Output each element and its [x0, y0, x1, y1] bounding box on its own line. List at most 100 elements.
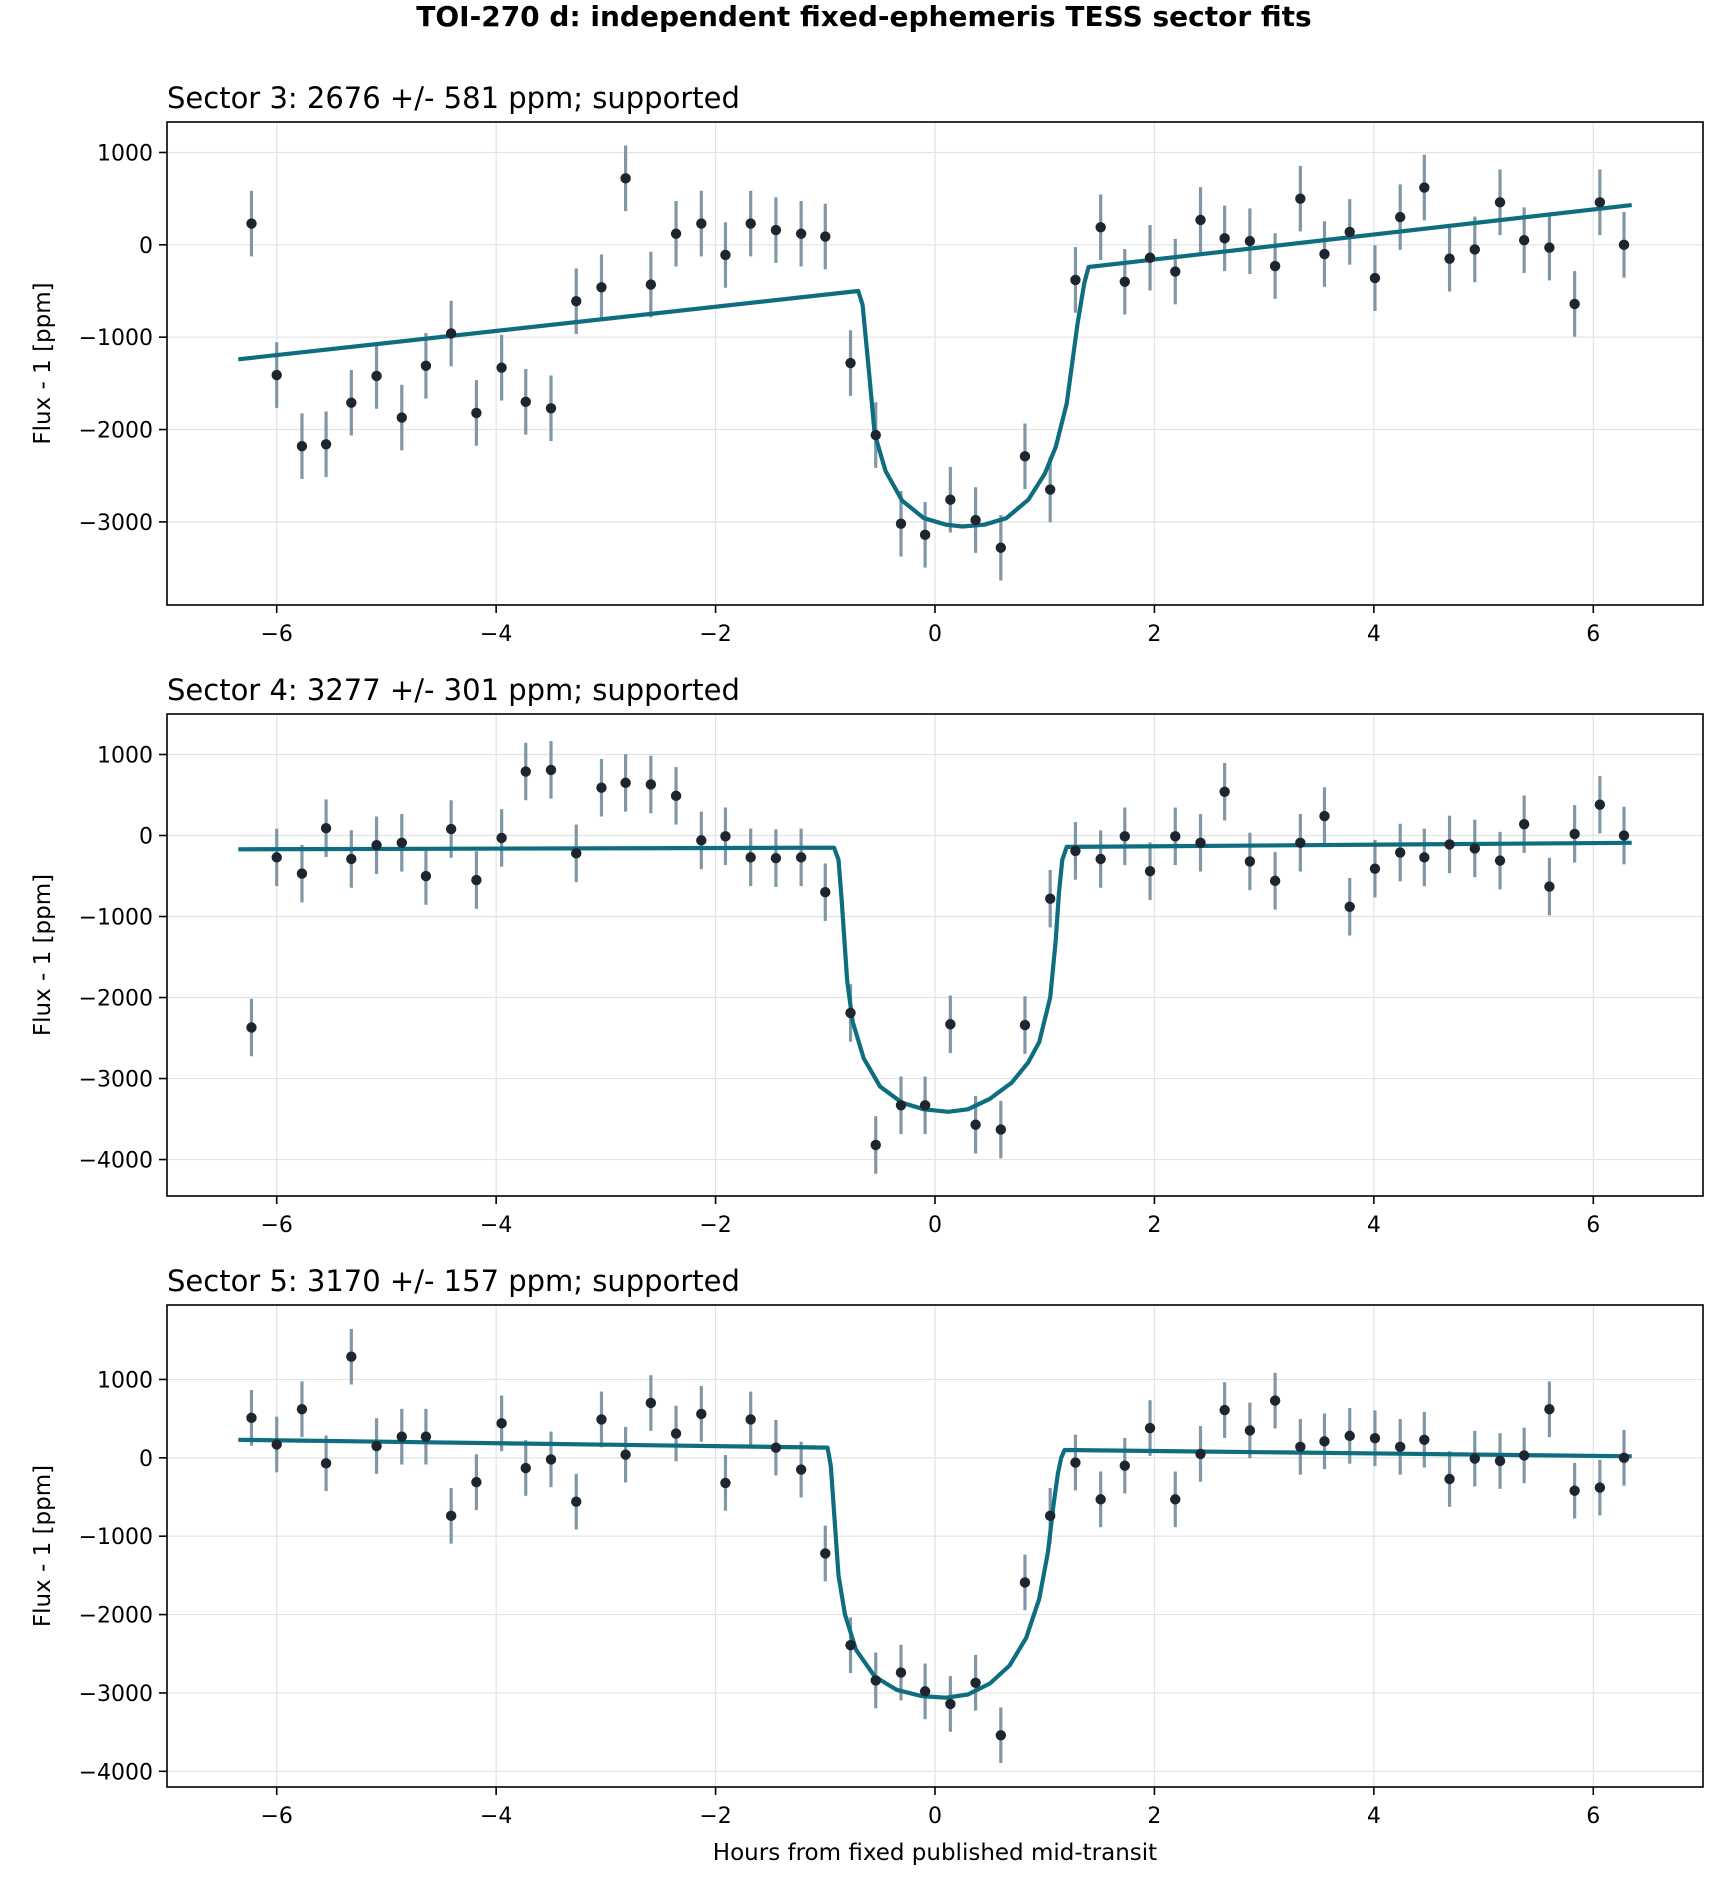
- data-point: [696, 1408, 707, 1420]
- data-point: [1195, 214, 1206, 226]
- data-point: [271, 369, 282, 381]
- data-point: [970, 1119, 981, 1130]
- y-axis-label: Flux - 1 [ppm]: [30, 282, 56, 444]
- data-point: [1095, 1494, 1106, 1505]
- data-point: [1244, 856, 1256, 867]
- data-point: [571, 848, 582, 859]
- data-point: [845, 1639, 856, 1651]
- data-point: [520, 766, 531, 777]
- data-point: [820, 231, 831, 242]
- data-point: [745, 1414, 756, 1425]
- data-point: [795, 852, 807, 863]
- data-point: [1344, 226, 1355, 238]
- data-point: [1494, 855, 1506, 866]
- y-tick-label: −3000: [79, 511, 153, 536]
- data-point: [870, 1139, 881, 1151]
- data-point: [795, 1464, 807, 1475]
- data-point: [1419, 1434, 1430, 1446]
- data-point: [371, 1440, 382, 1452]
- data-point: [1219, 1404, 1230, 1416]
- data-point: [745, 852, 756, 863]
- data-point: [945, 1698, 956, 1710]
- y-tick-label: −4000: [79, 1760, 153, 1785]
- y-axis-label: Flux - 1 [ppm]: [30, 874, 56, 1036]
- data-point: [670, 228, 682, 239]
- data-point: [246, 1022, 257, 1033]
- data-point: [346, 853, 357, 865]
- y-axis-label: Flux - 1 [ppm]: [30, 1465, 56, 1627]
- data-point: [870, 1675, 881, 1686]
- data-point: [919, 1100, 931, 1111]
- x-tick-label: −4: [480, 622, 512, 647]
- data-point: [1569, 1485, 1580, 1496]
- data-point: [1019, 1019, 1031, 1031]
- x-tick-label: −2: [699, 622, 731, 647]
- data-point: [1469, 244, 1480, 255]
- data-point: [246, 1412, 257, 1424]
- data-point: [1045, 893, 1056, 904]
- data-point: [1394, 847, 1406, 858]
- data-point: [696, 218, 707, 229]
- data-point: [720, 249, 731, 261]
- x-tick-label: −6: [260, 1804, 292, 1829]
- data-point: [1618, 830, 1630, 841]
- x-tick-label: −2: [699, 1804, 731, 1829]
- data-point: [895, 1667, 907, 1678]
- data-point: [1244, 235, 1256, 247]
- data-point: [919, 1686, 931, 1697]
- data-point: [770, 1442, 782, 1453]
- data-point: [1119, 1460, 1131, 1471]
- data-point: [970, 1677, 981, 1688]
- data-point: [496, 362, 507, 373]
- data-point: [1295, 193, 1306, 204]
- data-point: [1469, 1453, 1480, 1464]
- y-tick-label: −2000: [79, 987, 153, 1012]
- figure-title: TOI-270 d: independent fixed-ephemeris T…: [416, 0, 1311, 33]
- data-point: [1319, 248, 1330, 260]
- data-point: [620, 173, 631, 184]
- data-point: [1170, 266, 1181, 277]
- data-point: [1419, 852, 1430, 863]
- data-point: [420, 360, 432, 372]
- x-tick-label: 4: [1367, 1804, 1381, 1829]
- data-point: [1469, 843, 1480, 854]
- data-point: [919, 529, 931, 541]
- data-point: [396, 837, 407, 849]
- data-point: [445, 328, 457, 339]
- data-point: [445, 1510, 457, 1522]
- x-tick-label: 2: [1147, 1804, 1161, 1829]
- data-point: [520, 396, 531, 408]
- data-point: [1295, 1441, 1306, 1453]
- data-point: [471, 1476, 482, 1488]
- data-point: [945, 1019, 956, 1030]
- data-point: [1219, 786, 1230, 797]
- data-point: [396, 1431, 407, 1442]
- data-point: [445, 823, 457, 835]
- data-point: [296, 1404, 308, 1415]
- data-point: [1369, 1433, 1381, 1444]
- data-point: [720, 831, 731, 842]
- data-point: [895, 1100, 907, 1111]
- x-tick-label: 2: [1147, 622, 1161, 647]
- x-tick-label: 6: [1586, 622, 1600, 647]
- y-tick-label: −2000: [79, 1604, 153, 1629]
- data-point: [1095, 222, 1106, 233]
- data-point: [1394, 1441, 1406, 1453]
- data-point: [346, 397, 357, 408]
- x-tick-label: 0: [928, 1213, 942, 1238]
- data-point: [545, 764, 557, 776]
- sector-3-panel: Sector 3: 2676 +/- 581 ppm; supported −6…: [30, 81, 1704, 647]
- data-point: [770, 852, 782, 864]
- data-point: [1594, 1482, 1606, 1493]
- data-point: [696, 835, 707, 846]
- data-point: [420, 1431, 432, 1442]
- data-point: [596, 282, 607, 293]
- data-point: [1019, 1577, 1031, 1588]
- data-point: [1319, 1436, 1330, 1447]
- data-point: [396, 412, 407, 423]
- data-point: [1518, 235, 1530, 246]
- data-point: [670, 790, 682, 802]
- data-point: [471, 407, 482, 419]
- data-point: [1195, 1448, 1206, 1460]
